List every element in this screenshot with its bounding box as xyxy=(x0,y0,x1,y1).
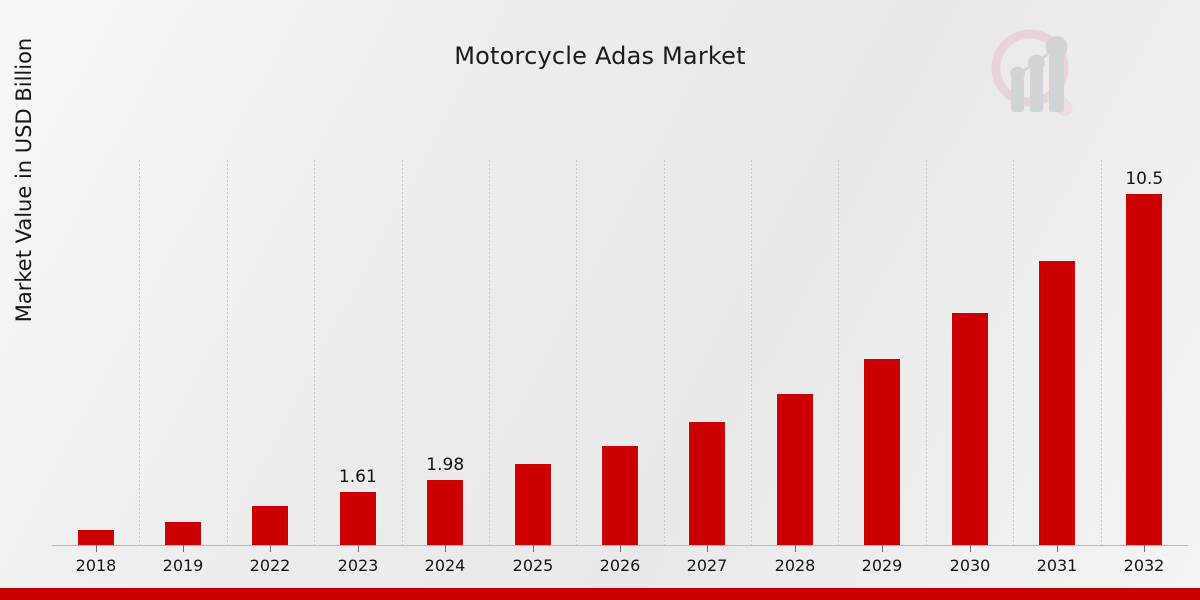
tick-mark-2031 xyxy=(1057,545,1058,552)
gridline xyxy=(1101,160,1102,545)
gridline xyxy=(402,160,403,545)
tick-mark-2030 xyxy=(970,545,971,552)
x-tick-label-2024: 2024 xyxy=(424,556,466,575)
bar-2018 xyxy=(76,528,115,545)
bar-2032 xyxy=(1125,193,1164,545)
bar-2025 xyxy=(513,462,552,545)
gridline xyxy=(1013,160,1014,545)
bar-2031 xyxy=(1037,260,1076,545)
footer-accent-bar xyxy=(0,588,1200,600)
tick-mark-2018 xyxy=(96,545,97,552)
page-title: Motorcycle Adas Market xyxy=(454,42,746,70)
tick-mark-2027 xyxy=(707,545,708,552)
tick-mark-2023 xyxy=(358,545,359,552)
x-tick-label-2028: 2028 xyxy=(774,556,816,575)
x-tick-label-2018: 2018 xyxy=(75,556,117,575)
tick-mark-2029 xyxy=(882,545,883,552)
tick-mark-2032 xyxy=(1144,545,1145,552)
bar-2030 xyxy=(950,312,989,545)
bar-value-label-2032: 10.5 xyxy=(1125,169,1164,190)
tick-mark-2019 xyxy=(183,545,184,552)
x-tick-label-2031: 2031 xyxy=(1036,556,1078,575)
gridline xyxy=(926,160,927,545)
tick-mark-2025 xyxy=(533,545,534,552)
tick-mark-2022 xyxy=(270,545,271,552)
magnifier-bar-chart-logo-icon xyxy=(978,22,1090,126)
x-tick-label-2027: 2027 xyxy=(686,556,728,575)
tick-mark-2028 xyxy=(795,545,796,552)
bar-value-label-2024: 1.98 xyxy=(426,454,465,475)
x-tick-label-2030: 2030 xyxy=(949,556,991,575)
x-tick-label-2026: 2026 xyxy=(599,556,641,575)
x-tick-label-2029: 2029 xyxy=(861,556,903,575)
bar-2029 xyxy=(863,357,902,545)
bar-2019 xyxy=(164,520,203,545)
tick-mark-2024 xyxy=(445,545,446,552)
tick-mark-2026 xyxy=(620,545,621,552)
gridline xyxy=(576,160,577,545)
x-tick-label-2022: 2022 xyxy=(249,556,291,575)
x-tick-label-2023: 2023 xyxy=(337,556,379,575)
bar-value-label-2023: 1.61 xyxy=(338,467,377,488)
bar-2023 xyxy=(338,491,377,545)
gridline xyxy=(227,160,228,545)
gridline xyxy=(489,160,490,545)
gridline xyxy=(139,160,140,545)
bar-2028 xyxy=(775,392,814,545)
bar-2027 xyxy=(688,421,727,545)
gridline xyxy=(664,160,665,545)
gridline xyxy=(751,160,752,545)
bar-2026 xyxy=(601,444,639,545)
y-axis-title: Market Value in USD Billion xyxy=(12,37,36,323)
plot-area: 1.61 1.98 10.5 2018 2019 2022 2023 2024 2025 202… xyxy=(52,160,1188,575)
bar-2024 xyxy=(426,478,465,545)
x-tick-label-2025: 2025 xyxy=(512,556,554,575)
gridline xyxy=(314,160,315,545)
x-tick-label-2032: 2032 xyxy=(1123,556,1165,575)
x-tick-label-2019: 2019 xyxy=(162,556,204,575)
bar-2022 xyxy=(251,504,290,545)
gridline xyxy=(838,160,839,545)
